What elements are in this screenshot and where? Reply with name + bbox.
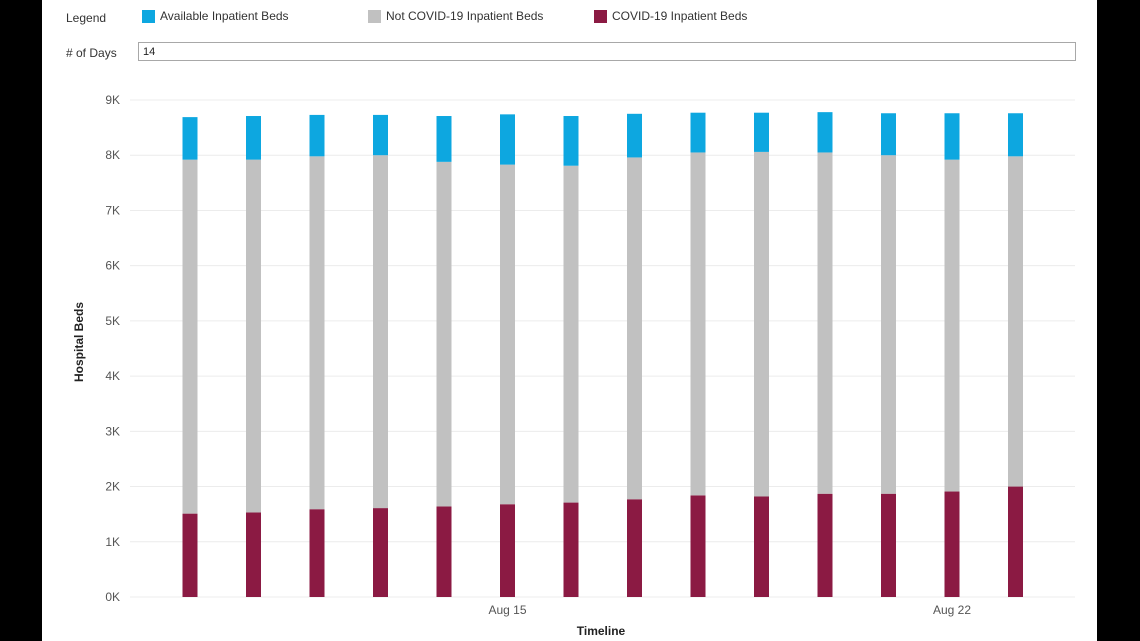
bar-segment[interactable]	[817, 152, 833, 494]
y-tick-label: 3K	[105, 424, 120, 438]
legend-label-not-covid: Not COVID-19 Inpatient Beds	[386, 9, 544, 23]
y-tick-label: 4K	[105, 369, 120, 383]
bar-segment[interactable]	[690, 152, 706, 496]
legend-item-not-covid[interactable]: Not COVID-19 Inpatient Beds	[368, 9, 543, 23]
bar-segment[interactable]	[754, 151, 769, 497]
legend-item-covid[interactable]: COVID-19 Inpatient Beds	[594, 9, 747, 23]
grid-lines	[130, 99, 1075, 598]
bar-segment[interactable]	[563, 502, 579, 597]
bar-segment[interactable]	[563, 116, 579, 166]
bar-segment[interactable]	[373, 508, 388, 597]
legend-label-covid: COVID-19 Inpatient Beds	[612, 9, 748, 23]
bar-segment[interactable]	[1008, 156, 1023, 487]
x-tick-label: Aug 22	[933, 603, 971, 617]
bar-segment[interactable]	[246, 159, 261, 513]
bars	[182, 112, 1023, 597]
bar-segment[interactable]	[500, 164, 515, 505]
y-tick-label: 1K	[105, 535, 120, 549]
bar-segment[interactable]	[182, 159, 198, 514]
legend: Legend Available Inpatient Beds Not COVI…	[66, 9, 1066, 27]
y-tick-label: 2K	[105, 480, 120, 494]
bar-segment[interactable]	[817, 112, 833, 153]
bar-segment[interactable]	[500, 504, 515, 597]
legend-swatch-not-covid	[368, 9, 381, 23]
bar-segment[interactable]	[1008, 486, 1023, 597]
bar-segment[interactable]	[246, 512, 261, 597]
y-tick-label: 5K	[105, 314, 120, 328]
bar-segment[interactable]	[246, 116, 261, 160]
x-axis-ticks: Aug 15 Aug 22	[488, 603, 971, 617]
y-axis-title: Hospital Beds	[72, 302, 86, 382]
bar-segment[interactable]	[563, 165, 579, 503]
bar-segment[interactable]	[881, 493, 896, 597]
bar-segment[interactable]	[182, 513, 198, 597]
bar-segment[interactable]	[373, 155, 388, 509]
dashboard-panel: Legend Available Inpatient Beds Not COVI…	[42, 0, 1097, 641]
x-axis-title: Timeline	[577, 624, 626, 638]
bar-segment[interactable]	[944, 491, 960, 597]
bar-segment[interactable]	[817, 493, 833, 597]
bar-segment[interactable]	[944, 159, 960, 492]
legend-title: Legend	[66, 11, 107, 25]
x-tick-label: Aug 15	[488, 603, 526, 617]
bar-segment[interactable]	[309, 509, 325, 597]
y-axis-ticks: 0K 1K 2K 3K 4K 5K 6K 7K 8K 9K	[105, 93, 120, 604]
days-input[interactable]	[138, 42, 1076, 61]
bar-segment[interactable]	[881, 113, 896, 156]
bar-segment[interactable]	[309, 156, 325, 510]
bar-segment[interactable]	[436, 506, 452, 597]
bar-segment[interactable]	[754, 112, 769, 152]
bar-segment[interactable]	[881, 155, 896, 494]
stacked-bar-chart: 0K 1K 2K 3K 4K 5K 6K 7K 8K 9K Aug 15 Aug 22 Hospit…	[72, 93, 1075, 638]
y-tick-label: 7K	[105, 203, 120, 217]
bar-segment[interactable]	[627, 113, 642, 158]
bar-segment[interactable]	[754, 496, 769, 597]
legend-swatch-available	[142, 9, 155, 23]
legend-label-available: Available Inpatient Beds	[160, 9, 289, 23]
bar-segment[interactable]	[182, 117, 198, 160]
bar-segment[interactable]	[1008, 113, 1023, 157]
days-label: # of Days	[66, 46, 117, 60]
y-tick-label: 6K	[105, 259, 120, 273]
y-tick-label: 0K	[105, 590, 120, 604]
bar-segment[interactable]	[690, 112, 706, 153]
y-tick-label: 8K	[105, 148, 120, 162]
bar-segment[interactable]	[436, 161, 452, 507]
bar-segment[interactable]	[373, 114, 388, 156]
bar-segment[interactable]	[309, 114, 325, 157]
bar-segment[interactable]	[627, 499, 642, 597]
bar-segment[interactable]	[500, 114, 515, 165]
bar-segment[interactable]	[690, 495, 706, 597]
bar-segment[interactable]	[944, 113, 960, 160]
legend-swatch-covid	[594, 9, 607, 23]
bar-segment[interactable]	[627, 157, 642, 500]
bar-segment[interactable]	[436, 116, 452, 162]
legend-item-available[interactable]: Available Inpatient Beds	[142, 9, 289, 23]
y-tick-label: 9K	[105, 93, 120, 107]
